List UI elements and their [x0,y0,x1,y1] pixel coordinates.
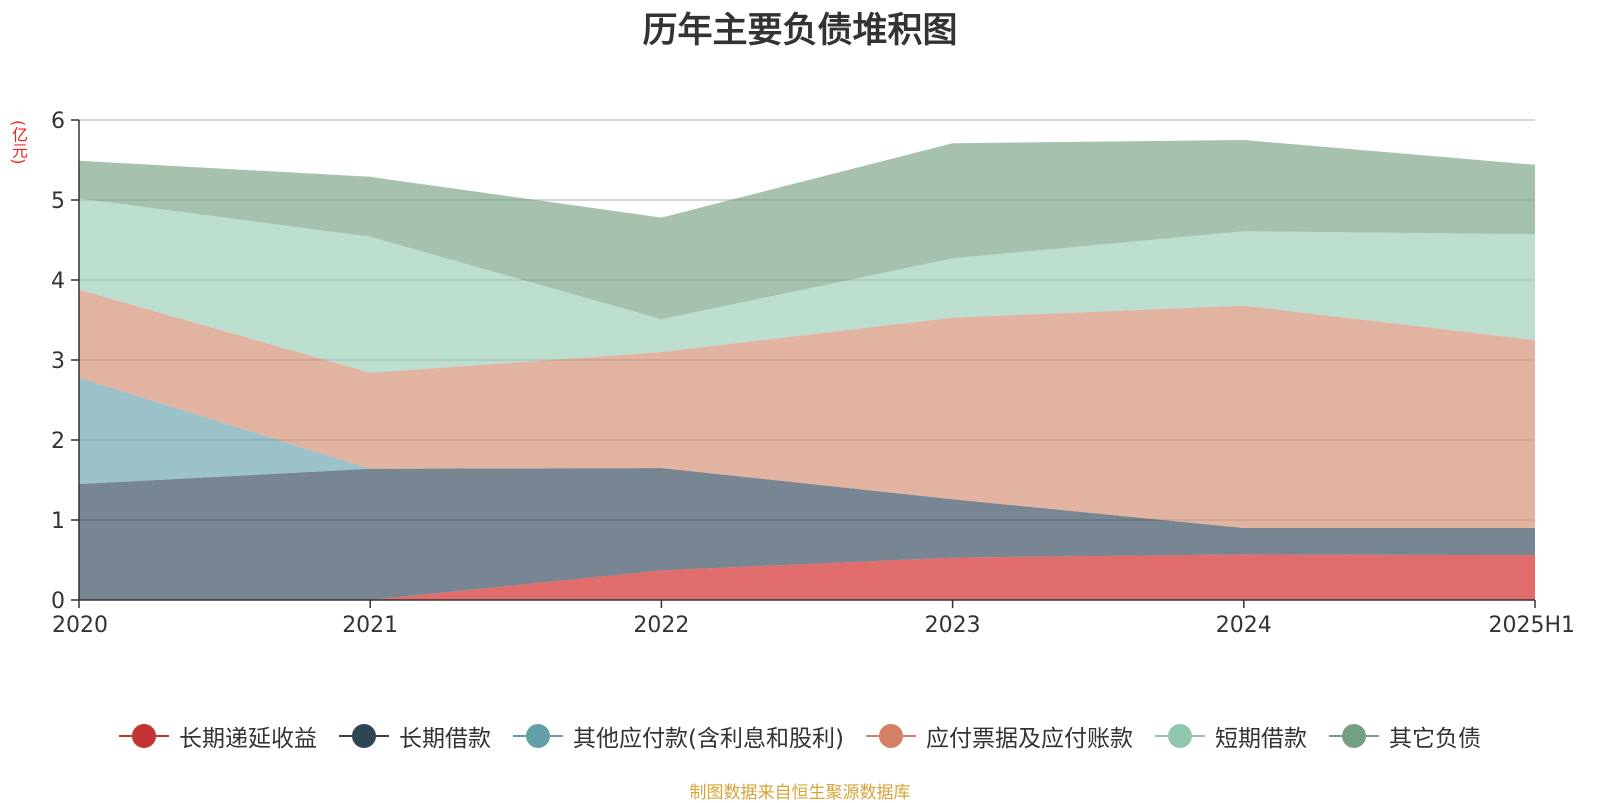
y-tick-label: 2 [51,429,65,454]
y-tick-label: 1 [51,509,65,534]
y-tick-label: 4 [51,269,65,294]
x-tick-label: 2023 [925,613,981,638]
legend-item[interactable]: 应付票据及应付账款 [866,718,1133,754]
legend-item[interactable]: 其它负债 [1329,718,1481,754]
x-tick-label: 2021 [342,613,398,638]
legend-item[interactable]: 短期借款 [1155,718,1307,754]
area-series-5 [79,198,1535,373]
legend-label: 其它负债 [1389,726,1481,752]
legend-marker-icon [1329,718,1379,754]
y-tick-label: 0 [51,589,65,614]
x-tick-label: 2025H1 [1488,613,1575,638]
axes: 0 1 2 3 4 5 6 2020 2021 2022 2023 2024 2025H1 [51,109,1575,638]
area-series [79,119,1535,600]
x-tick-label: 2024 [1216,613,1272,638]
stacked-area-chart: 0 1 2 3 4 5 6 2020 2021 2022 2023 2024 2025H1 [51,109,1575,638]
x-tick-label: 2020 [52,613,108,638]
chart-title: 历年主要负债堆积图 [642,11,958,51]
legend-marker-icon [866,718,916,754]
area-series-6 [79,140,1535,320]
y-axis-unit-label: (亿元) [9,120,28,165]
legend-label: 应付票据及应付账款 [926,726,1133,752]
legend-item[interactable]: 长期递延收益 [119,718,317,754]
legend-marker-icon [119,718,169,754]
area-series-1 [79,554,1535,600]
legend-item[interactable]: 其他应付款(含利息和股利) [513,718,844,754]
area-series-2 [79,468,1535,600]
legend-label: 长期递延收益 [179,726,317,752]
legend-marker-icon [1155,718,1205,754]
legend-label: 其他应付款(含利息和股利) [573,726,844,752]
legend-label: 长期借款 [399,726,491,752]
legend-marker-icon [339,718,389,754]
x-tick-label: 2022 [633,613,689,638]
y-tick-label: 6 [51,109,65,134]
area-series-4 [79,289,1535,528]
legend-marker-icon [513,718,563,754]
source-note: 制图数据来自恒生聚源数据库 [689,783,911,803]
legend-label: 短期借款 [1215,726,1307,752]
y-tick-label: 3 [51,349,65,374]
legend-item[interactable]: 长期借款 [339,718,491,754]
y-tick-label: 5 [51,189,65,214]
legend: 长期递延收益 长期借款 其他应付款(含利息和股利) 应付票据及应付账款 短期借款 其它负债 [0,718,1600,754]
